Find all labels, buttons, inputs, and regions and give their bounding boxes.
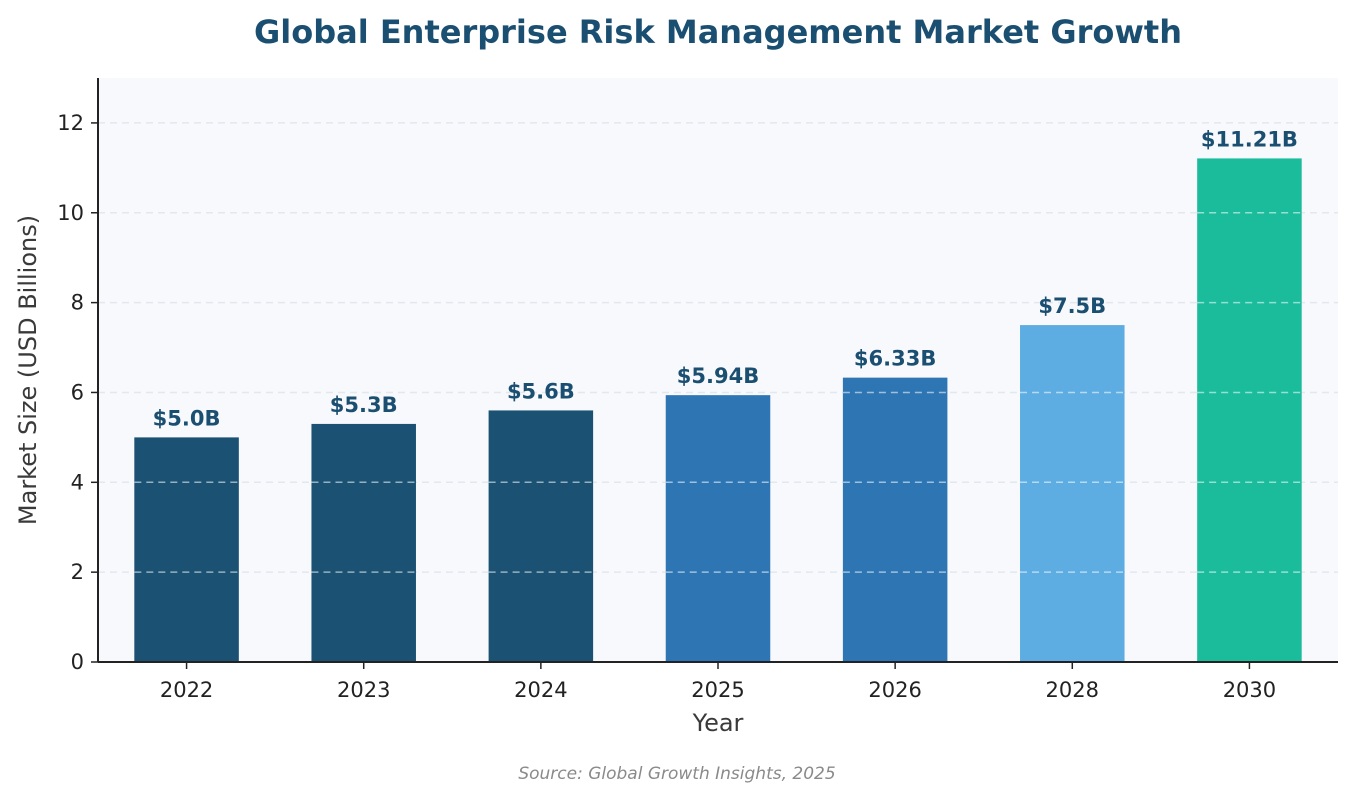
bar-2022 [134,437,239,662]
bar-2026 [842,377,948,662]
source-note: Source: Global Growth Insights, 2025 [518,764,835,784]
x-axis-label: Year [692,709,744,737]
x-tick-label: 2025 [691,678,744,702]
y-tick-label: 0 [71,650,84,674]
x-axis-ticks: 2022 2023 2024 2025 2026 2028 2030 [160,662,1276,702]
bar-gridlines [134,212,1302,573]
y-axis-ticks: 0 2 4 6 8 10 12 [57,111,98,674]
x-tick-label: 2030 [1223,678,1276,702]
y-tick-label: 4 [71,470,84,494]
bar-2025 [665,395,771,662]
data-label-2028: $7.5B [1038,294,1106,318]
y-tick-label: 8 [71,291,84,315]
data-label-2023: $5.3B [330,393,398,417]
x-tick-label: 2028 [1046,678,1099,702]
x-tick-label: 2024 [514,678,567,702]
data-label-2024: $5.6B [507,379,575,403]
y-tick-label: 12 [57,111,84,135]
chart-title: Global Enterprise Risk Management Market… [254,13,1182,51]
data-label-2022: $5.0B [153,406,221,430]
bars [134,158,1302,663]
x-tick-label: 2023 [337,678,390,702]
bar-2024 [488,410,594,662]
data-label-2025: $5.94B [677,364,759,388]
bar-2023 [311,423,416,662]
bar-2028 [1020,325,1125,662]
data-label-2026: $6.33B [854,347,936,371]
x-tick-label: 2026 [868,678,921,702]
data-label-2030: $11.21B [1201,127,1298,151]
y-tick-label: 6 [71,380,84,404]
y-tick-label: 10 [57,201,84,225]
data-labels: $5.0B $5.3B $5.6B $5.94B $6.33B $7.5B $11.21B [153,127,1298,430]
y-tick-label: 2 [71,560,84,584]
bar-2030 [1197,158,1302,663]
gridlines [98,122,1338,573]
y-axis-label: Market Size (USD Billions) [14,215,42,525]
x-tick-label: 2022 [160,678,213,702]
